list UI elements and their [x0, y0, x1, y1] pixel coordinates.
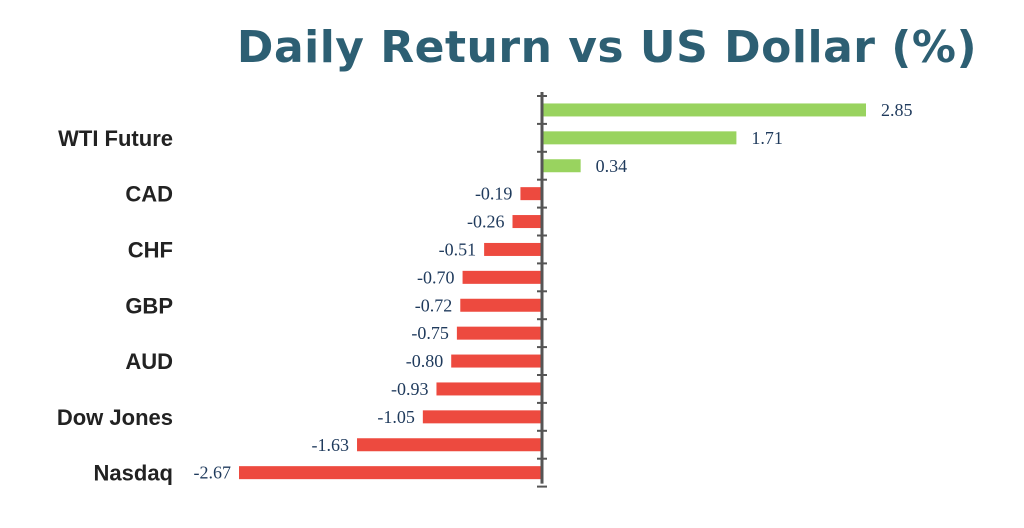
- category-label-1: CAD: [125, 182, 173, 207]
- value-label-11: -1.05: [377, 407, 415, 427]
- value-labels-group: 2.85 1.71 0.34 -0.19 -0.26 -0.51 -0.70 -0.72 -0.…: [194, 100, 913, 483]
- value-label-9: -0.80: [406, 351, 444, 371]
- bar-2: [542, 159, 581, 173]
- bar-1: [542, 131, 737, 145]
- bars-group: [239, 103, 866, 480]
- bar-11: [422, 410, 542, 424]
- category-labels-group: WTI Future CAD CHF GBP AUD Dow Jones Nasdaq: [57, 126, 173, 486]
- chart-title: Daily Return vs US Dollar (%): [236, 22, 978, 73]
- axis-group: [537, 92, 547, 488]
- category-label-5: Dow Jones: [57, 405, 173, 430]
- bar-8: [456, 326, 542, 340]
- category-label-3: GBP: [125, 293, 173, 318]
- bar-5: [484, 242, 542, 256]
- bar-9: [451, 354, 542, 368]
- bar-13: [239, 466, 542, 480]
- category-label-6: Nasdaq: [94, 461, 173, 486]
- value-label-0: 2.85: [881, 100, 913, 120]
- value-label-10: -0.93: [391, 379, 429, 399]
- value-label-7: -0.72: [415, 295, 453, 315]
- bar-7: [460, 298, 542, 312]
- category-label-0: WTI Future: [58, 126, 173, 151]
- value-label-2: 0.34: [596, 156, 628, 176]
- value-label-13: -2.67: [194, 463, 232, 483]
- bar-12: [357, 438, 542, 452]
- category-label-2: CHF: [128, 237, 173, 262]
- value-label-4: -0.26: [467, 212, 505, 232]
- value-label-1: 1.71: [751, 128, 783, 148]
- bar-0: [542, 103, 866, 117]
- bar-3: [520, 187, 542, 201]
- value-label-3: -0.19: [475, 184, 513, 204]
- value-label-6: -0.70: [417, 267, 455, 287]
- value-label-5: -0.51: [439, 239, 477, 259]
- bar-6: [462, 270, 542, 284]
- value-label-8: -0.75: [411, 323, 449, 343]
- bar-4: [512, 215, 542, 229]
- category-label-4: AUD: [125, 349, 173, 374]
- value-label-12: -1.63: [312, 435, 350, 455]
- bar-10: [436, 382, 542, 396]
